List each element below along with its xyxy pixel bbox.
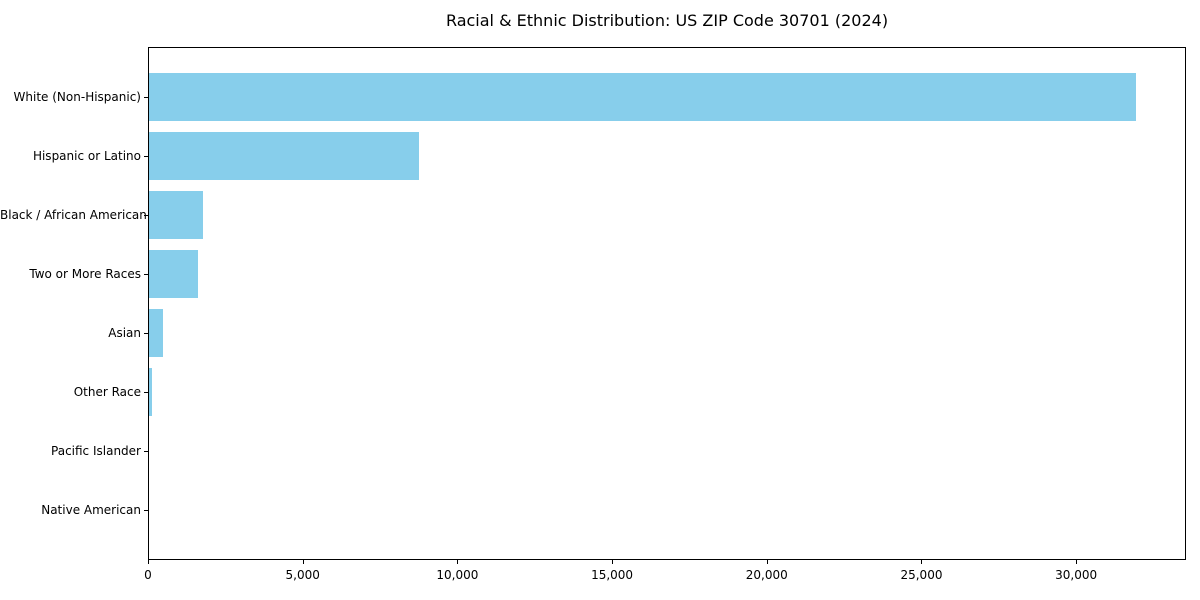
x-tick-mark <box>1076 560 1078 564</box>
bar <box>149 368 153 416</box>
y-tick-mark <box>144 510 148 511</box>
y-tick-mark <box>144 97 148 98</box>
y-tick-label: Two or More Races <box>29 267 141 281</box>
y-tick-mark <box>144 156 148 157</box>
x-tick-mark <box>457 560 459 564</box>
chart-title: Racial & Ethnic Distribution: US ZIP Cod… <box>445 11 889 30</box>
y-tick-mark <box>144 215 148 216</box>
y-tick-mark <box>144 274 148 275</box>
y-tick-label: Native American <box>41 503 141 517</box>
x-tick-mark <box>148 560 149 564</box>
y-tick-label: Other Race <box>73 385 141 399</box>
bar <box>149 191 203 239</box>
y-tick-mark <box>144 392 148 393</box>
y-tick-label: Black / African American <box>0 208 147 222</box>
y-tick-label: White (Non-Hispanic) <box>13 90 141 104</box>
x-tick-mark <box>612 560 614 564</box>
x-tick-label: 5,000 <box>285 568 320 582</box>
x-tick-label: 25,000 <box>900 568 943 582</box>
x-tick-mark <box>766 560 768 564</box>
y-tick-label: Hispanic or Latino <box>32 149 141 163</box>
y-tick-label: Asian <box>108 326 141 340</box>
y-tick-mark <box>144 451 148 452</box>
x-tick-label: 10,000 <box>436 568 479 582</box>
x-tick-label: 15,000 <box>591 568 634 582</box>
plot-area <box>148 47 1186 560</box>
x-tick-label: 30,000 <box>1055 568 1098 582</box>
x-tick-label: 0 <box>144 568 152 582</box>
x-tick-label: 20,000 <box>745 568 788 582</box>
bar <box>149 309 164 357</box>
bar <box>149 250 199 298</box>
bar <box>149 73 1137 121</box>
bar <box>149 132 420 180</box>
y-tick-mark <box>144 333 148 334</box>
x-tick-mark <box>302 560 304 564</box>
y-tick-label: Pacific Islander <box>51 444 141 458</box>
x-tick-mark <box>921 560 923 564</box>
